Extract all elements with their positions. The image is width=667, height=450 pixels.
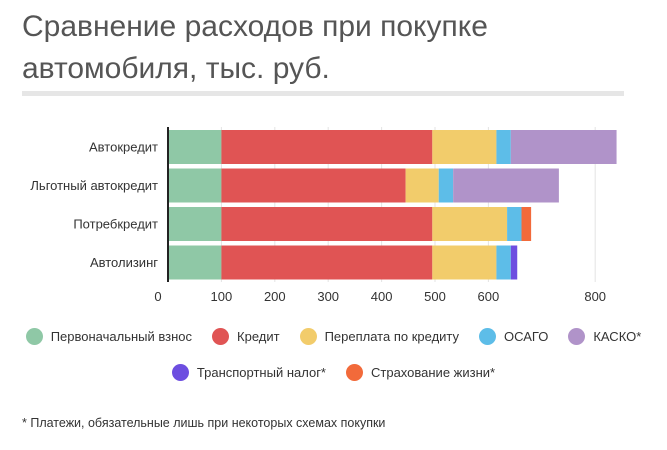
x-tick-label: 500 [424, 289, 446, 304]
bar-segment [438, 168, 454, 203]
legend-label: Страхование жизни* [371, 365, 496, 380]
bar-segment [221, 207, 433, 241]
legend-item: Кредит [212, 328, 280, 345]
legend-item: ОСАГО [479, 328, 548, 345]
legend-swatch [479, 328, 497, 345]
x-tick-label: 400 [371, 289, 393, 304]
bar-segment [221, 130, 433, 164]
legend-item: КАСКО* [568, 328, 641, 345]
legend-swatch [299, 328, 317, 345]
bar-segment [405, 168, 439, 203]
x-tick-label: 600 [478, 289, 500, 304]
chart-title: Сравнение расходов при покупке автомобил… [22, 10, 488, 85]
x-tick-label: 800 [584, 289, 606, 304]
bar-segment [496, 130, 511, 164]
legend-row-1: Первоначальный взнос Кредит Переплата по к… [0, 328, 667, 345]
bar-segment [432, 207, 508, 241]
legend-label: Кредит [237, 329, 280, 344]
x-tick-label: 0 [154, 289, 161, 304]
bar-segment [168, 168, 222, 203]
footnote: * Платежи, обязательные лишь при некотор… [22, 416, 386, 430]
legend-swatch [568, 328, 586, 345]
bar-segment [496, 245, 511, 280]
legend-item: Страхование жизни* [346, 364, 495, 381]
bar-segment [168, 245, 222, 280]
legend-item: Первоначальный взнос [25, 328, 193, 345]
bar-segment [221, 168, 406, 203]
legend-item: Транспортный налог* [171, 364, 326, 381]
bar-segment [510, 245, 518, 280]
bar-segment [221, 245, 433, 280]
bar-segment [521, 207, 532, 241]
category-label: Автокредит [89, 140, 158, 155]
legend-swatch [212, 328, 230, 345]
bar-segment [168, 207, 222, 241]
x-tick-label: 300 [317, 289, 339, 304]
legend-label: Транспортный налог* [196, 365, 326, 380]
bar-segment [510, 130, 617, 164]
legend-label: Переплата по кредиту [324, 329, 460, 344]
legend-label: Первоначальный взнос [50, 329, 193, 344]
legend-row-2: Транспортный налог* Страхование жизни* [0, 364, 667, 381]
category-label: Потребкредит [73, 217, 158, 232]
legend-label: КАСКО* [593, 329, 642, 344]
category-label: Автолизинг [90, 255, 158, 270]
x-tick-label: 100 [211, 289, 233, 304]
title-divider [22, 91, 624, 96]
category-label: Льготный автокредит [30, 178, 158, 193]
bar-segment [168, 130, 222, 164]
legend-swatch [171, 364, 189, 381]
stacked-bar-chart: Автокредит Льготный автокредит Потребкреди… [30, 127, 617, 304]
legend-swatch [25, 328, 43, 345]
legend-item: Переплата по кредиту [299, 328, 460, 345]
bar-segment [507, 207, 522, 241]
bar-segment [432, 130, 497, 164]
legend-label: ОСАГО [504, 329, 549, 344]
bar-segment [453, 168, 559, 203]
bar-segment [432, 245, 497, 280]
legend-swatch [346, 364, 363, 381]
x-tick-label: 200 [264, 289, 286, 304]
